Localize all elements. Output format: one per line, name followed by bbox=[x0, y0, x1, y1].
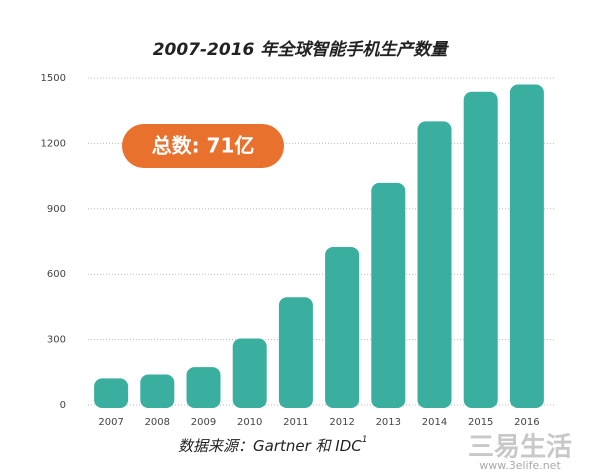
bar bbox=[417, 121, 452, 408]
y-tick-label: 600 bbox=[47, 269, 66, 280]
chart-title: 2007-2016 年全球智能手机生产数量 bbox=[153, 40, 450, 60]
bar bbox=[371, 182, 406, 408]
x-tick-label: 2011 bbox=[283, 417, 308, 428]
bar bbox=[463, 91, 498, 408]
x-tick-label: 2016 bbox=[514, 417, 539, 428]
bar bbox=[325, 246, 360, 408]
y-tick-label: 0 bbox=[60, 400, 66, 411]
bar bbox=[509, 84, 544, 408]
watermark-url: www.3elife.net bbox=[479, 459, 561, 472]
x-tick-label: 2015 bbox=[468, 417, 493, 428]
x-tick-label: 2007 bbox=[98, 417, 123, 428]
source-text: 数据来源：Gartner 和 IDC bbox=[178, 437, 362, 455]
source: 数据来源：Gartner 和 IDC1 bbox=[178, 435, 368, 455]
x-tick-label: 2010 bbox=[237, 417, 262, 428]
annotation: 总数: 71亿 bbox=[152, 134, 255, 158]
y-tick-label: 1200 bbox=[41, 138, 66, 149]
bar bbox=[278, 297, 313, 408]
bar bbox=[94, 378, 129, 408]
x-tick-label: 2014 bbox=[422, 417, 447, 428]
bar bbox=[232, 338, 267, 408]
x-tick-label: 2008 bbox=[145, 417, 170, 428]
watermark: 三易生活 bbox=[468, 433, 572, 463]
y-tick-label: 900 bbox=[47, 204, 66, 215]
source-superscript: 1 bbox=[362, 435, 368, 445]
y-tick-label: 1500 bbox=[41, 73, 66, 84]
annotation-badge bbox=[122, 124, 284, 168]
y-tick-label: 300 bbox=[47, 335, 66, 346]
x-tick-label: 2009 bbox=[191, 417, 216, 428]
plot-area: 0 300 600 900 1200 1500 2007 2008 2009 2010 2011 20… bbox=[41, 73, 556, 428]
x-tick-label: 2012 bbox=[329, 417, 354, 428]
x-tick-label: 2013 bbox=[376, 417, 401, 428]
bar bbox=[140, 374, 175, 408]
bar bbox=[186, 367, 221, 408]
